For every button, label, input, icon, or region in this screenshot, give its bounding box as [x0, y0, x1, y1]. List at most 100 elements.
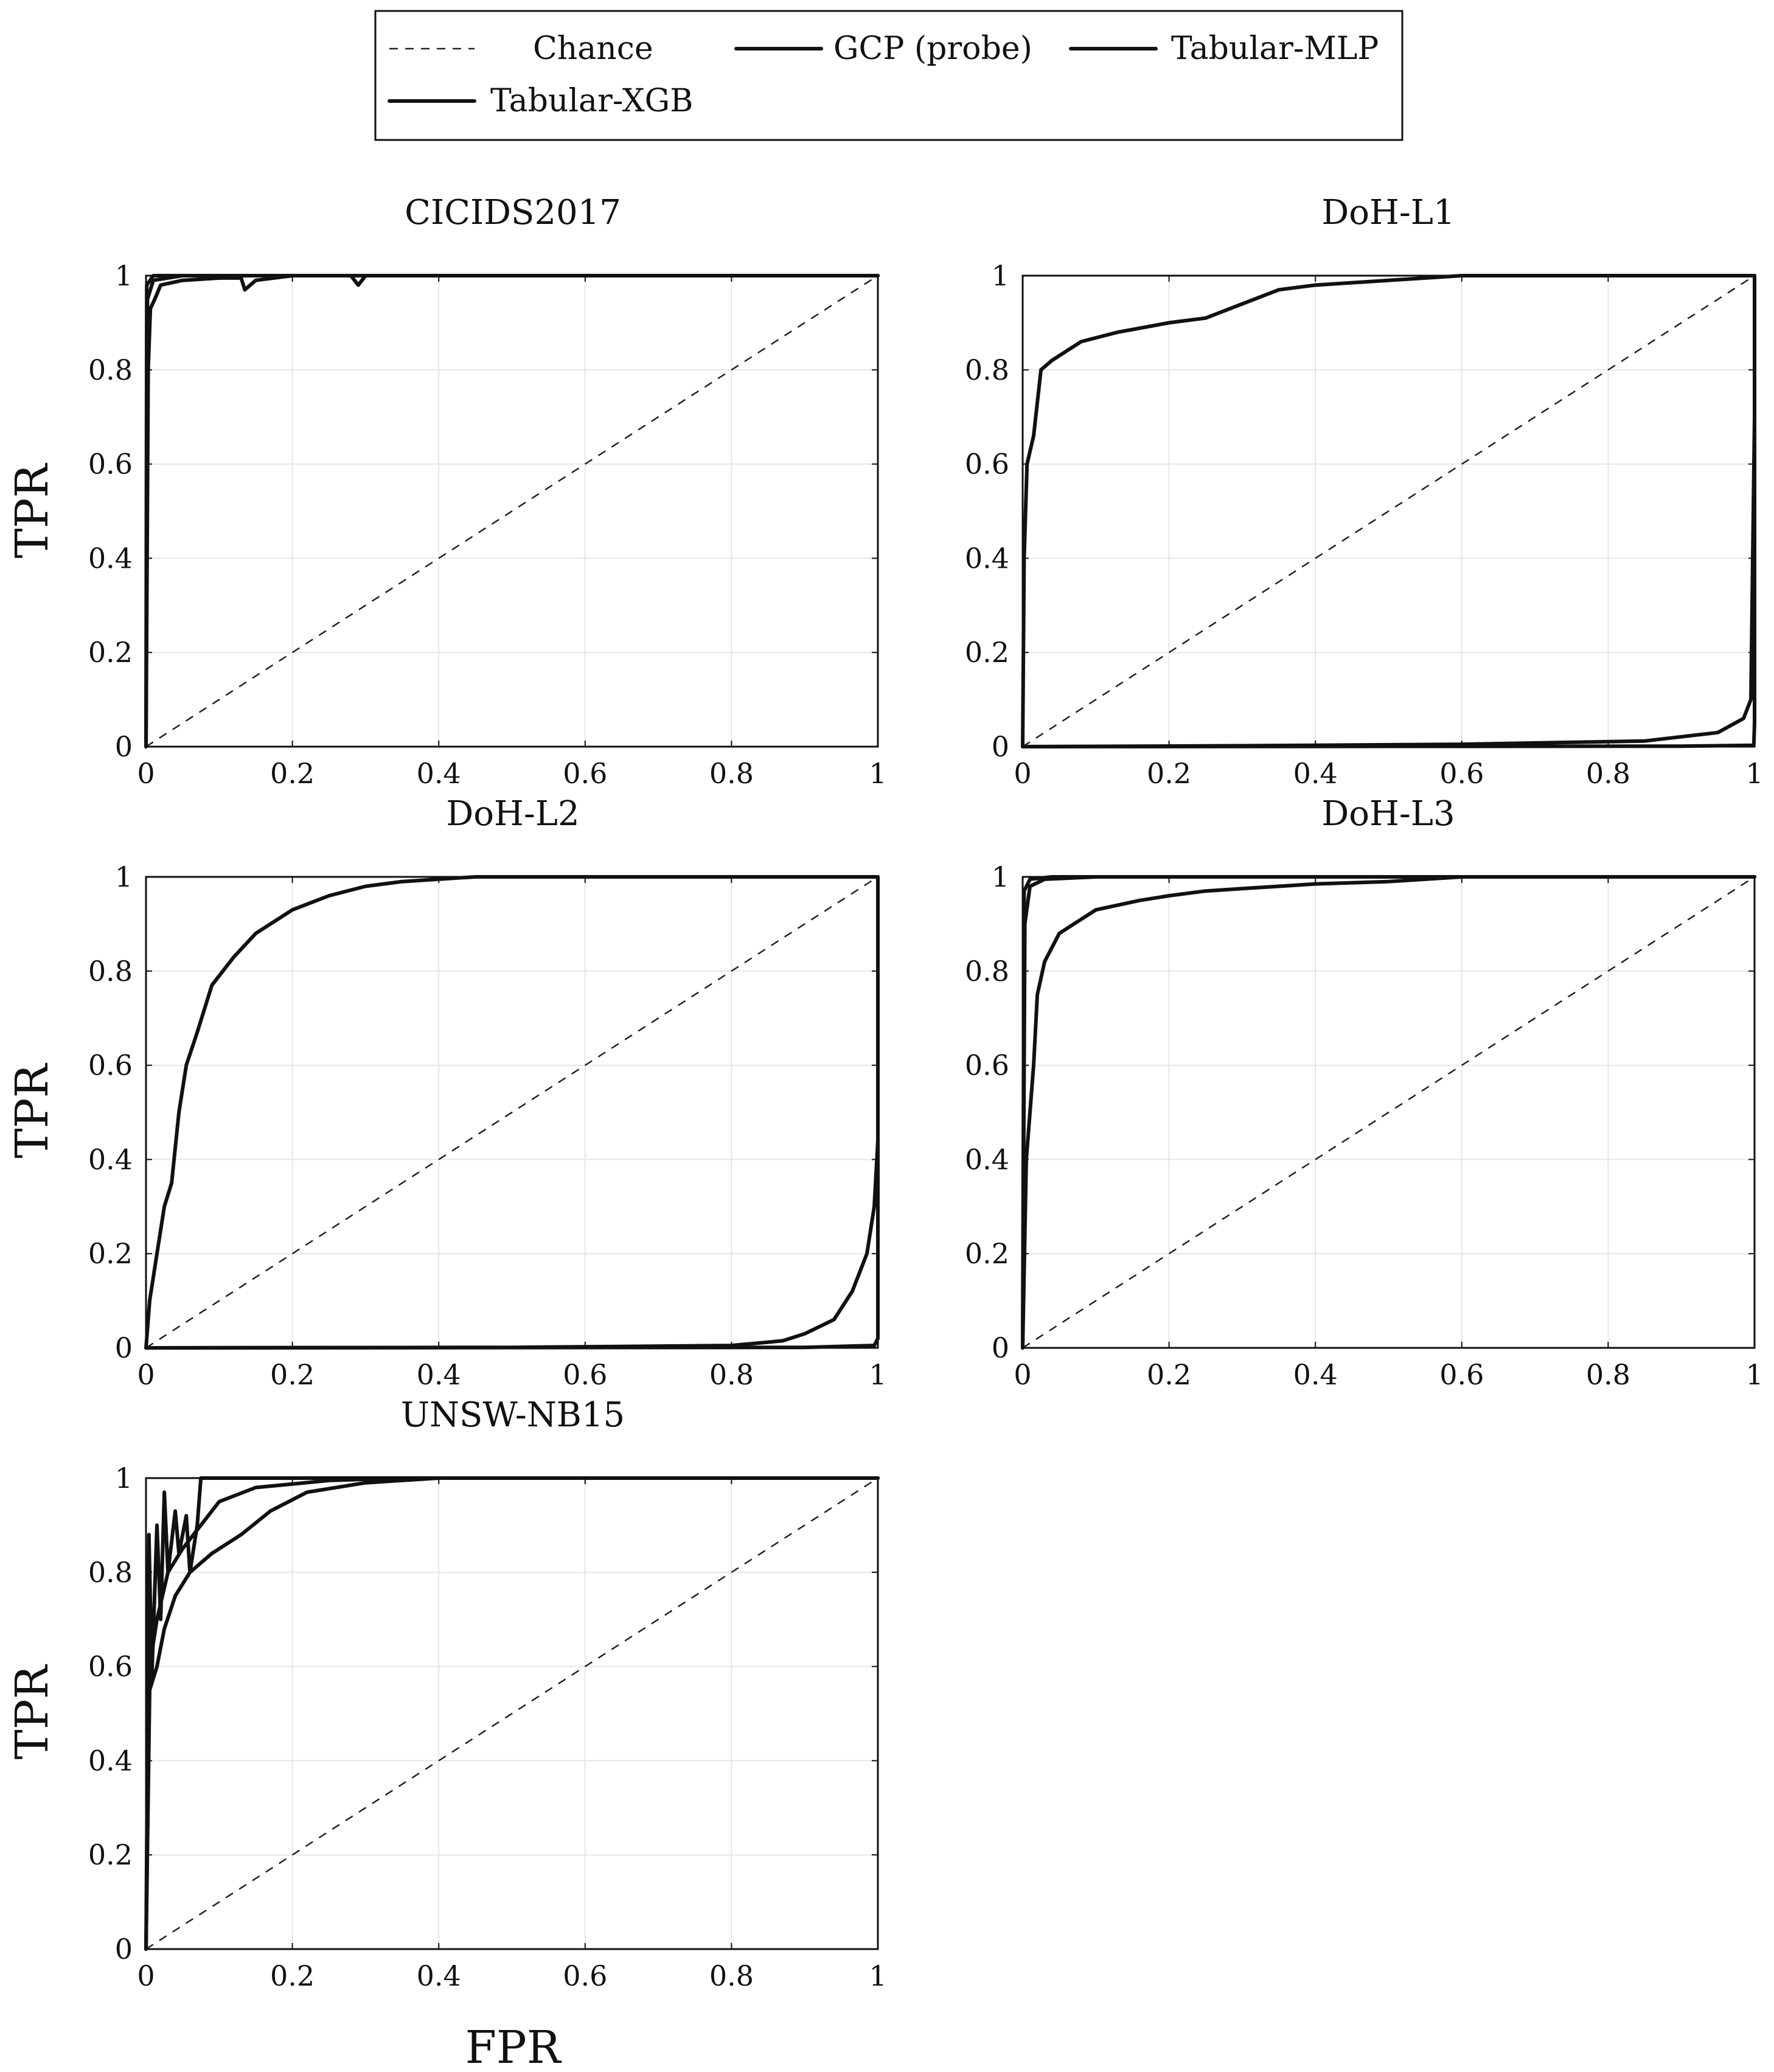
- plot-frame: [145, 274, 879, 748]
- y-tick-label: 0.8: [965, 955, 1009, 988]
- y-tick-label: 0.8: [965, 354, 1009, 386]
- y-tick-label: 0.2: [88, 1237, 133, 1270]
- panel-title: DoH-L3: [1321, 794, 1455, 834]
- y-tick-label: 0.4: [88, 542, 133, 574]
- panel-cicids2017: CICIDS2017 TPR 0 0.2 0.4 0.6 0.8 100.20.40.60…: [6, 193, 887, 790]
- y-tick-label: 1: [992, 259, 1009, 292]
- legend-label-chance: Chance: [533, 30, 653, 67]
- x-tick-label: 0: [137, 757, 155, 790]
- y-tick-label: 0: [115, 1933, 133, 1966]
- series-line-tabular-xgb: [144, 1476, 880, 1951]
- x-tick-label: 0.8: [709, 1959, 754, 1992]
- y-tick-label: 0.2: [88, 636, 133, 669]
- y-axis-label: TPR: [6, 1062, 58, 1158]
- y-tick-label: 0.2: [965, 1237, 1009, 1270]
- x-tick-label: 0: [1014, 757, 1031, 790]
- y-tick-label: 0: [115, 730, 133, 763]
- x-tick-label: 0.2: [270, 757, 315, 790]
- y-tick-label: 0.8: [88, 1556, 133, 1589]
- y-tick-label: 0.4: [88, 1744, 133, 1777]
- legend-label-gcp-probe: GCP (probe): [833, 30, 1032, 67]
- y-tick-label: 1: [115, 1462, 133, 1495]
- x-tick-label: 0.4: [1293, 1358, 1338, 1391]
- y-tick-label: 0.4: [965, 1143, 1009, 1176]
- x-tick-label: 0.4: [1293, 757, 1338, 790]
- x-tick-label: 1: [869, 1959, 886, 1992]
- legend-label-tabular-xgb: Tabular-XGB: [490, 83, 693, 119]
- y-tick-label: 0.6: [88, 1650, 133, 1683]
- plot-frame: [1021, 274, 1756, 748]
- x-tick-label: 0.4: [417, 1358, 461, 1391]
- x-tick-label: 0.8: [709, 757, 754, 790]
- x-tick-label: 0: [1014, 1358, 1031, 1391]
- plot-frame: [145, 876, 879, 1349]
- plot-area: 0 0.2 0.4 0.6 0.8 1 0 0.2 0.4 0.6 0.8 1: [965, 259, 1764, 790]
- y-axis-label: TPR: [6, 1664, 58, 1759]
- panel-title: UNSW-NB15: [401, 1395, 625, 1435]
- x-tick-label: 0.6: [1439, 757, 1484, 790]
- y-tick-label: 0: [992, 1331, 1009, 1364]
- x-tick-label: 0.8: [1586, 1358, 1630, 1391]
- x-tick-label: 0.2: [270, 1959, 315, 1992]
- y-tick-label: 0.8: [88, 354, 133, 386]
- x-tick-label: 0.4: [417, 1959, 461, 1992]
- series-line-gcp-probe: [1021, 875, 1756, 1350]
- y-tick-label: 0.2: [965, 636, 1009, 669]
- x-tick-label: 0.4: [417, 757, 461, 790]
- y-tick-label: 1: [992, 860, 1009, 893]
- y-tick-label: 0: [115, 1331, 133, 1364]
- x-tick-label: 0: [137, 1358, 155, 1391]
- series-line-gcp-probe: [144, 1476, 880, 1951]
- series-line-chance: [145, 274, 878, 748]
- plot-area: 0 0.2 0.4 0.6 0.8 1 0 0.2 0.4 0.6 0.8 1: [88, 860, 887, 1391]
- x-axis-label: FPR: [465, 2021, 562, 2072]
- plot-frame: [1021, 876, 1756, 1349]
- legend-box: [374, 10, 1404, 141]
- x-tick-label: 0.2: [1147, 1358, 1191, 1391]
- x-tick-label: 1: [1745, 1358, 1763, 1391]
- y-tick-label: 1: [115, 259, 133, 292]
- series-line-chance: [145, 1477, 878, 1950]
- y-tick-label: 0: [992, 730, 1009, 763]
- legend-label-tabular-mlp: Tabular-MLP: [1171, 30, 1379, 67]
- series-line-chance: [145, 876, 878, 1349]
- y-tick-label: 0.6: [965, 1049, 1009, 1082]
- plot-area: 0 0.2 0.4 0.6 0.8 1 0 0.2 0.4 0.6 0.8 1: [88, 259, 887, 790]
- panel-doh-l2: DoH-L2 TPR 0 0.2 0.4 0.6 0.8 1 0 0.2 0.4 0.6 0.8 1: [6, 794, 887, 1391]
- x-tick-label: 0.6: [563, 757, 607, 790]
- x-tick-label: 0.2: [1147, 757, 1191, 790]
- panel-title: DoH-L1: [1321, 193, 1455, 232]
- series-line-gcp-probe: [1021, 274, 1756, 748]
- panel-title: DoH-L2: [446, 794, 579, 834]
- y-tick-label: 0.4: [965, 542, 1009, 574]
- plot-frame: [145, 1477, 879, 1950]
- y-axis-label: TPR: [6, 462, 58, 558]
- y-tick-label: 0.6: [88, 448, 133, 481]
- series-line-gcp-probe: [144, 875, 880, 1350]
- x-tick-label: 0.2: [270, 1358, 315, 1391]
- x-tick-label: 1: [1745, 757, 1763, 790]
- panel-title: CICIDS2017: [405, 193, 621, 232]
- series-line-chance: [1022, 274, 1755, 748]
- legend: Chance GCP (probe) Tabular-MLP Tabular-X…: [374, 10, 1404, 141]
- x-tick-label: 0.6: [563, 1959, 607, 1992]
- panel-doh-l1: DoH-L1 0 0.2 0.4 0.6 0.8 1 0 0.2 0.4 0.6 0.8 1: [965, 193, 1764, 790]
- y-tick-label: 1: [115, 860, 133, 893]
- panel-doh-l3: DoH-L3 0 0.2 0.4 0.6 0.8 1 0 0.2 0.4 0.6 0.8 1: [965, 794, 1764, 1391]
- y-tick-label: 0.4: [88, 1143, 133, 1176]
- series-line-gcp-probe: [144, 274, 880, 748]
- x-tick-label: 1: [869, 1358, 886, 1391]
- x-tick-label: 0.8: [709, 1358, 754, 1391]
- series-line-chance: [1022, 876, 1755, 1349]
- x-tick-label: 0.6: [1439, 1358, 1484, 1391]
- x-tick-label: 1: [869, 757, 886, 790]
- plot-area: 0 0.2 0.4 0.6 0.8 1 0 0.2 0.4 0.6 0.8 1: [88, 1462, 887, 1992]
- y-tick-label: 0.6: [965, 448, 1009, 481]
- x-tick-label: 0.8: [1586, 757, 1630, 790]
- panel-unsw-nb15: UNSW-NB15 TPR FPR 0 0.2 0.4 0.6 0.8 100.20.40…: [6, 1395, 887, 2072]
- y-tick-label: 0.2: [88, 1838, 133, 1871]
- y-tick-label: 0.6: [88, 1049, 133, 1082]
- x-tick-label: 0.6: [563, 1358, 607, 1391]
- plot-area: 0 0.2 0.4 0.6 0.8 1 0 0.2 0.4 0.6 0.8 1: [965, 860, 1764, 1391]
